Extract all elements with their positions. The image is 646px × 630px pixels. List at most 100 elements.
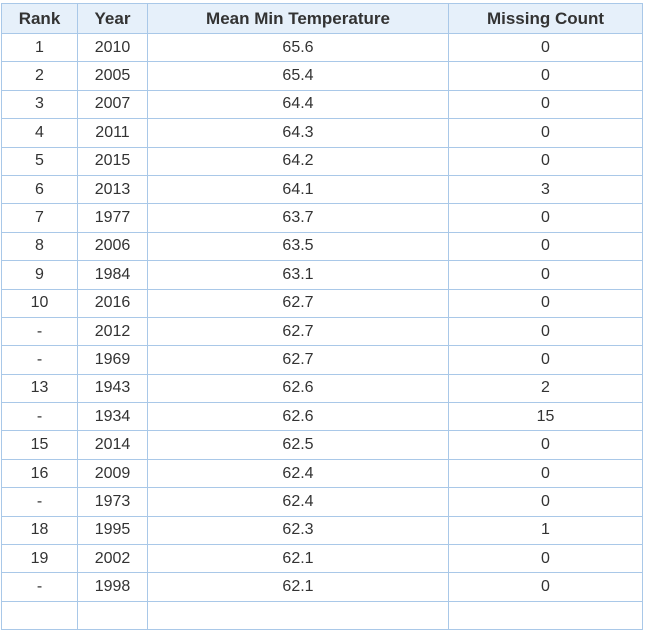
table-cell: 63.1 (147, 260, 449, 290)
table-row: 8 2006 63.5 0 (1, 231, 643, 262)
table-cell: 15 (448, 402, 643, 432)
table-cell: 62.4 (147, 487, 449, 517)
table-row: 1 2010 65.6 0 (1, 32, 643, 63)
table-cell: 1969 (77, 345, 148, 375)
table-cell: 5 (1, 146, 78, 176)
table-cell: 19 (1, 544, 78, 574)
table-cell: 3 (448, 174, 643, 205)
table-cell: 1934 (77, 402, 148, 432)
table-cell: 2015 (77, 146, 148, 176)
table-cell: 0 (448, 260, 643, 290)
table-row: 13 1943 62.6 2 (1, 373, 643, 404)
table-cell: 1998 (77, 572, 148, 602)
table-cell: 0 (448, 32, 643, 63)
table-cell: 62.6 (147, 373, 449, 404)
page: Rank Year Mean Min Temperature Missing Coun… (0, 3, 646, 630)
table-row (1, 600, 643, 630)
table-cell: 0 (448, 118, 643, 148)
table-row: 10 2016 62.7 0 (1, 288, 643, 318)
table-cell: 0 (448, 572, 643, 602)
table-cell: 62.1 (147, 544, 449, 574)
header-row: Rank Year Mean Min Temperature Missing Coun… (1, 3, 643, 34)
table-cell: 1 (448, 515, 643, 546)
table-cell: 0 (448, 544, 643, 574)
table-cell: 0 (448, 345, 643, 375)
table-cell: - (1, 316, 78, 347)
table-row: 6 2013 64.1 3 (1, 174, 643, 205)
table-cell: 2 (1, 61, 78, 91)
table-cell: 1973 (77, 487, 148, 517)
table-row: 9 1984 63.1 0 (1, 260, 643, 290)
table-cell: 62.4 (147, 458, 449, 489)
table-row: -2012 62.7 0 (1, 316, 643, 347)
table-row: -1973 62.4 0 (1, 487, 643, 517)
table-row: 4 2011 64.3 0 (1, 118, 643, 148)
table-cell: 7 (1, 203, 78, 233)
table-row: 18 1995 62.3 1 (1, 515, 643, 546)
table-cell: - (1, 402, 78, 432)
table-cell: 2009 (77, 458, 148, 489)
table-cell: 64.3 (147, 118, 449, 148)
table-cell: 65.4 (147, 61, 449, 91)
table-cell: 0 (448, 146, 643, 176)
table-cell: 63.7 (147, 203, 449, 233)
table-cell: 2012 (77, 316, 148, 347)
table-cell: 64.4 (147, 89, 449, 120)
table-cell: 8 (1, 231, 78, 262)
table-cell: 1943 (77, 373, 148, 404)
table-cell: 64.1 (147, 174, 449, 205)
table-cell: 62.3 (147, 515, 449, 546)
table-cell: 2005 (77, 61, 148, 91)
table-cell: 4 (1, 118, 78, 148)
table-cell (448, 600, 643, 630)
table-cell: 0 (448, 288, 643, 318)
table-cell: 1995 (77, 515, 148, 546)
table-cell: 62.6 (147, 402, 449, 432)
table-cell: 0 (448, 61, 643, 91)
column-header: Year (77, 3, 148, 34)
table-cell: - (1, 487, 78, 517)
table-cell: 2014 (77, 430, 148, 460)
table-row: 5 2015 64.2 0 (1, 146, 643, 176)
table-cell: 18 (1, 515, 78, 546)
table-cell: 0 (448, 316, 643, 347)
table-row: -1969 62.7 0 (1, 345, 643, 375)
table-cell: 62.7 (147, 316, 449, 347)
table-cell: 6 (1, 174, 78, 205)
table-row: 7 1977 63.7 0 (1, 203, 643, 233)
table-cell: 2 (448, 373, 643, 404)
table-cell: 1 (1, 32, 78, 63)
table-cell: 2002 (77, 544, 148, 574)
table-cell: 64.2 (147, 146, 449, 176)
table-cell: 1984 (77, 260, 148, 290)
table-cell: 9 (1, 260, 78, 290)
table-cell: 62.7 (147, 288, 449, 318)
table-cell: 0 (448, 231, 643, 262)
table-cell (147, 600, 449, 630)
table-row: -1934 62.6 15 (1, 402, 643, 432)
table-cell: 0 (448, 203, 643, 233)
table-row: 16 2009 62.4 0 (1, 458, 643, 489)
table-cell: 15 (1, 430, 78, 460)
table-cell: 62.5 (147, 430, 449, 460)
table-body: 1 2010 65.6 0 2 2005 65.4 0 3 2007 64.4 0 4 2011 64.3 0… (1, 32, 643, 630)
column-header: Mean Min Temperature (147, 3, 449, 34)
table-cell: 13 (1, 373, 78, 404)
table-cell: 0 (448, 458, 643, 489)
table-cell: 3 (1, 89, 78, 120)
column-header: Rank (1, 3, 78, 34)
table-cell: - (1, 345, 78, 375)
ranking-table: Rank Year Mean Min Temperature Missing Coun… (1, 3, 643, 630)
table-cell (77, 600, 148, 630)
table-cell: 0 (448, 89, 643, 120)
table-cell: 16 (1, 458, 78, 489)
table-row: 3 2007 64.4 0 (1, 89, 643, 120)
table-row: 19 2002 62.1 0 (1, 544, 643, 574)
table-cell: 62.1 (147, 572, 449, 602)
table-cell: 2013 (77, 174, 148, 205)
table-row: -1998 62.1 0 (1, 572, 643, 602)
table-cell: 2011 (77, 118, 148, 148)
table-cell: 2007 (77, 89, 148, 120)
column-header: Missing Count (448, 3, 643, 34)
table-cell (1, 600, 78, 630)
